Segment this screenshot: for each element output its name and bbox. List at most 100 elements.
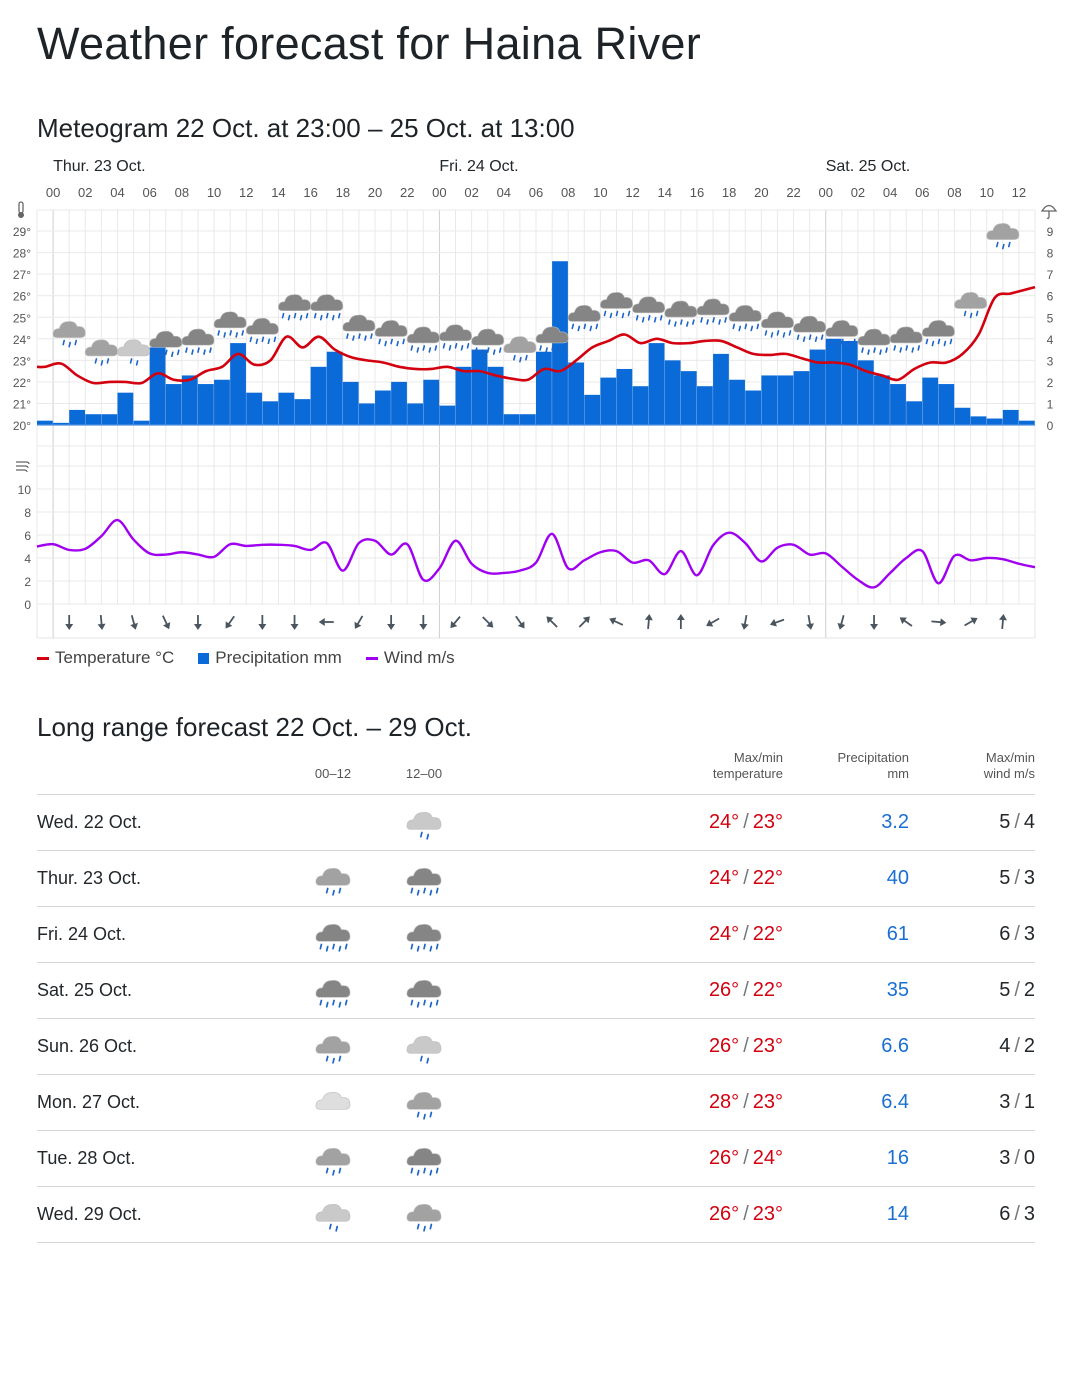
min-wind: 4	[1023, 811, 1035, 833]
rain-cloud-icon	[632, 296, 666, 323]
rain-cloud-icon	[310, 294, 344, 321]
precipitation-cell: 35	[783, 962, 909, 1019]
umbrella-handle	[1046, 211, 1050, 219]
precipitation-axis-label: 4	[1047, 333, 1054, 347]
wind-axis-label: 8	[24, 506, 31, 520]
weather-symbol	[793, 315, 827, 342]
separator: /	[743, 867, 749, 889]
wind-axis-label: 4	[24, 552, 31, 566]
am-symbol-cell	[287, 794, 379, 851]
arrow-head	[387, 624, 396, 630]
rain-cloud-icon	[406, 923, 442, 952]
precipitation-bar	[342, 381, 359, 425]
table-row[interactable]: Thur. 23 Oct. 24°/22° 40 5/3	[37, 850, 1035, 907]
table-row[interactable]: Tue. 28 Oct. 26°/24° 16 3/0	[37, 1130, 1035, 1187]
table-header: 00–12 12–00 Max/min temperature Precipita…	[37, 750, 1035, 795]
am-symbol-cell	[287, 906, 379, 963]
precipitation-bar	[648, 343, 665, 425]
precipitation-bar	[584, 394, 601, 425]
day-label: Wed. 29 Oct.	[37, 1186, 287, 1243]
weather-symbol	[535, 326, 569, 353]
weather-symbol	[315, 1091, 351, 1110]
pm-symbol-cell	[379, 794, 469, 851]
weather-symbol	[439, 324, 472, 351]
pm-symbol-cell	[379, 1130, 469, 1187]
arrow-head	[940, 618, 947, 627]
precipitation-axis-label: 3	[1047, 354, 1054, 368]
table-row[interactable]: Fri. 24 Oct. 24°/22° 61 6/3	[37, 906, 1035, 963]
arrow-head	[193, 624, 202, 630]
table-row[interactable]: Sat. 25 Oct. 26°/22° 35 5/2	[37, 962, 1035, 1019]
wind-direction-arrow-icon	[740, 614, 749, 630]
weather-symbol	[760, 311, 794, 338]
max-wind: 5	[999, 979, 1011, 1001]
precipitation-cell: 16	[783, 1130, 909, 1187]
table-row[interactable]: Wed. 29 Oct. 26°/23° 14 6/3	[37, 1186, 1035, 1243]
precipitation-bar	[149, 347, 166, 425]
precipitation-bar	[294, 399, 311, 425]
precipitation-bar	[986, 418, 1003, 425]
table-row[interactable]: Mon. 27 Oct. 28°/23° 6.4 3/1	[37, 1074, 1035, 1131]
wind-direction-arrow-icon	[318, 618, 334, 626]
temperature-axis-label: 28°	[13, 247, 31, 261]
rain-cloud-icon	[315, 867, 351, 896]
wind-direction-arrow-icon	[931, 618, 947, 627]
precipitation-bar	[358, 403, 375, 425]
precipitation-bar	[890, 384, 906, 425]
separator: /	[743, 811, 749, 833]
weather-symbol	[315, 867, 351, 896]
precipitation-bar	[793, 371, 810, 425]
precipitation-axis-label: 7	[1047, 268, 1054, 282]
hour-label: 20	[368, 185, 382, 200]
separator: /	[1014, 867, 1020, 889]
separator: /	[1014, 1091, 1020, 1113]
rain-cloud-icon	[406, 867, 442, 896]
wind-direction-arrow-icon	[676, 614, 685, 629]
col-wind-line1: Max/min	[985, 750, 1035, 765]
legend-temperature: Temperature °C	[37, 648, 174, 668]
weather-symbol	[406, 1147, 442, 1176]
weather-symbol	[406, 811, 442, 840]
precipitation-bar	[471, 349, 488, 425]
weather-symbol	[406, 979, 442, 1008]
precipitation-axis-label: 6	[1047, 290, 1054, 304]
col-am: 00–12	[314, 766, 352, 781]
precipitation-axis-label: 9	[1047, 225, 1054, 239]
max-temperature: 24°	[708, 867, 740, 889]
col-temperature-line1: Max/min	[733, 750, 783, 765]
min-temperature: 24°	[752, 1147, 783, 1169]
temperature-axis-label: 27°	[13, 268, 31, 282]
precipitation-bar	[729, 379, 745, 425]
separator: /	[1014, 1035, 1020, 1057]
precipitation-bar	[391, 381, 407, 425]
precipitation-bar	[53, 422, 69, 425]
weather-symbol	[342, 314, 376, 341]
rain-cloud-icon	[471, 328, 505, 355]
precipitation-bar	[310, 366, 327, 425]
hour-label: 00	[432, 185, 446, 200]
temperature-cell: 24°/22°	[469, 850, 783, 907]
wind-direction-arrow-icon	[258, 615, 267, 630]
precipitation-bar	[954, 407, 971, 425]
separator: /	[743, 1203, 749, 1225]
weather-symbol	[406, 1091, 442, 1120]
rain-cloud-icon	[728, 304, 762, 332]
min-temperature: 23°	[752, 1091, 783, 1113]
arrow-head	[998, 614, 1007, 621]
table-row[interactable]: Sun. 26 Oct. 26°/23° 6.6 4/2	[37, 1018, 1035, 1075]
temperature-cell: 24°/23°	[469, 794, 783, 851]
rain-cloud-icon	[315, 1147, 351, 1176]
weather-symbol	[315, 923, 351, 952]
hour-label: 02	[78, 185, 92, 200]
rain-cloud-icon	[503, 336, 537, 363]
precipitation-bar	[230, 343, 246, 425]
table-row[interactable]: Wed. 22 Oct. 24°/23° 3.2 5/4	[37, 794, 1035, 851]
long-range-table: 00–12 12–00 Max/min temperature Precipita…	[37, 750, 1035, 1243]
wind-cell: 3/0	[909, 1130, 1035, 1187]
arrow-head	[676, 614, 685, 620]
weather-symbol	[406, 923, 442, 952]
precipitation-cell: 6.6	[783, 1018, 909, 1075]
wind-direction-arrow-icon	[419, 615, 428, 630]
wind-cell: 6/3	[909, 1186, 1035, 1243]
weather-symbol	[503, 336, 537, 363]
